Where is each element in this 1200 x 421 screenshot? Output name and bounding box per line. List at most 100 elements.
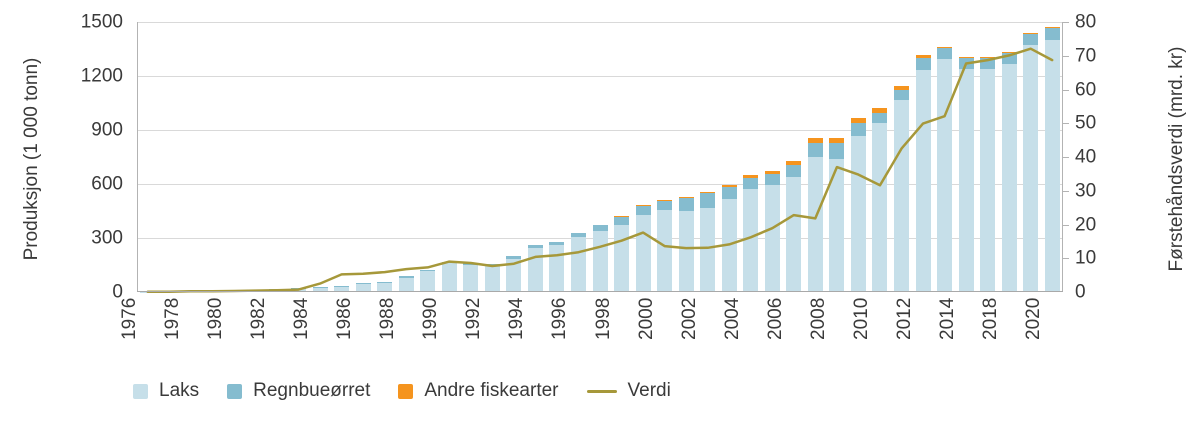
right-tick-mark [1063,157,1069,158]
right-tick-mark [1063,22,1069,23]
bar-2014-andre-fiskearter [958,56,974,58]
bar-2005-regnbueørret [764,174,780,185]
right-tick-mark [1063,55,1069,57]
bar-1988-laks [398,277,414,292]
bar-2001-regnbueørret [678,198,694,211]
verdi-polyline [146,47,1054,293]
gridline-900 [137,130,1063,131]
bar-2012-regnbueørret [915,57,931,71]
right-tick-mark [1063,190,1069,192]
bar-1997-regnbueørret [592,225,608,231]
bar-1993-regnbueørret [506,256,522,259]
bar-2005-laks [764,184,780,292]
legend-color-swatch [398,383,414,399]
bar-1991-laks [463,264,479,292]
bar-2019-andre-fiskearter [1023,33,1039,34]
bar-2020-andre-fiskearter [1044,27,1060,29]
bar-2001-andre-fiskearter [678,196,694,199]
bar-2018-regnbueørret [1001,52,1017,64]
legend-label: Andre fiskearter [424,380,559,401]
bar-1985-laks [334,286,350,292]
right-axis-line [1062,22,1063,292]
bar-1984-laks [312,287,328,292]
left-tick-1500: 1500 [80,11,123,33]
right-tick-20: 20 [1075,214,1097,235]
bar-2018-andre-fiskearter [1001,51,1017,53]
left-axis-title: Produksjon (1 000 tonn) [21,57,42,261]
bar-2017-regnbueørret [980,57,996,70]
bar-2010-andre-fiskearter [872,108,888,113]
bar-2004-regnbueørret [743,177,759,190]
bar-2009-regnbueørret [850,123,866,137]
right-tick-10: 10 [1075,247,1097,269]
bar-2007-laks [807,157,823,292]
bar-2010-regnbueørret [872,112,888,123]
bar-2017-andre-fiskearter [980,56,996,58]
legend-label: Laks [159,380,200,401]
bar-1989-regnbueørret [420,269,436,272]
bar-2017-laks [980,69,996,292]
bar-2019-laks [1023,45,1039,292]
bar-2011-andre-fiskearter [893,86,909,90]
left-tick-900: 900 [91,119,123,141]
bar-2013-regnbueørret [937,47,953,59]
bar-2007-regnbueørret [807,142,823,157]
bar-2006-regnbueørret [786,165,802,177]
bar-1993-laks [506,258,522,292]
gridline-1500 [137,22,1063,23]
left-tick-600: 600 [91,173,123,195]
left-tick-0: 0 [112,281,123,303]
bar-2002-laks [700,208,716,292]
right-tick-mark [1063,258,1069,260]
bar-2008-andre-fiskearter [829,137,845,144]
gridline-1200 [137,76,1063,77]
bar-2000-andre-fiskearter [657,200,673,202]
left-tick-1200: 1200 [80,65,123,87]
right-tick-70: 70 [1075,45,1097,67]
bar-1987-laks [377,283,393,292]
bar-1999-andre-fiskearter [635,205,651,206]
bar-2020-laks [1044,40,1060,292]
legend-label: Verdi [627,380,671,401]
x-tick-2020: 2020 [1023,297,1045,340]
right-tick-40: 40 [1075,146,1097,168]
bar-2006-andre-fiskearter [786,161,802,166]
bar-2020-regnbueørret [1044,28,1060,41]
bar-1992-laks [484,265,500,292]
right-tick-60: 60 [1075,79,1097,100]
bar-2003-regnbueørret [721,186,737,200]
right-tick-50: 50 [1075,112,1097,134]
bar-2019-regnbueørret [1023,33,1039,46]
left-tick-300: 300 [91,227,123,249]
left-axis-line [137,22,138,292]
bar-2012-laks [915,70,931,292]
verdi-line [146,47,1054,293]
bar-2004-andre-fiskearter [743,175,759,178]
bar-1994-regnbueørret [527,244,543,248]
bar-2018-laks [1001,63,1017,292]
legend-line-swatch [586,389,617,393]
bar-2001-laks [678,211,694,292]
bar-1984-regnbueørret [312,286,328,288]
bar-2012-andre-fiskearter [915,55,931,58]
gridline-600 [137,184,1063,185]
right-tick-30: 30 [1075,180,1097,202]
bar-1987-regnbueørret [377,281,393,284]
bar-2011-regnbueørret [893,89,909,101]
right-tick-0: 0 [1075,281,1086,303]
bar-2004-laks [743,189,759,292]
bar-1986-regnbueørret [355,282,371,284]
bar-1999-regnbueørret [635,205,651,215]
bar-2008-laks [829,158,845,292]
legend-color-swatch [133,383,148,399]
bar-2008-regnbueørret [829,143,845,159]
bar-2002-andre-fiskearter [700,191,716,194]
bar-1995-regnbueørret [549,242,565,245]
right-axis-title: Førstehåndsverdi (mrd. kr) [1166,46,1187,272]
bar-2014-laks [958,68,974,292]
plot-area [137,22,1063,293]
legend: Laks Regnbueørret Andre fiskearter Verdi [133,380,671,402]
legend-label: Regnbueørret [253,380,371,401]
legend-item-verdi: Verdi [586,380,671,402]
